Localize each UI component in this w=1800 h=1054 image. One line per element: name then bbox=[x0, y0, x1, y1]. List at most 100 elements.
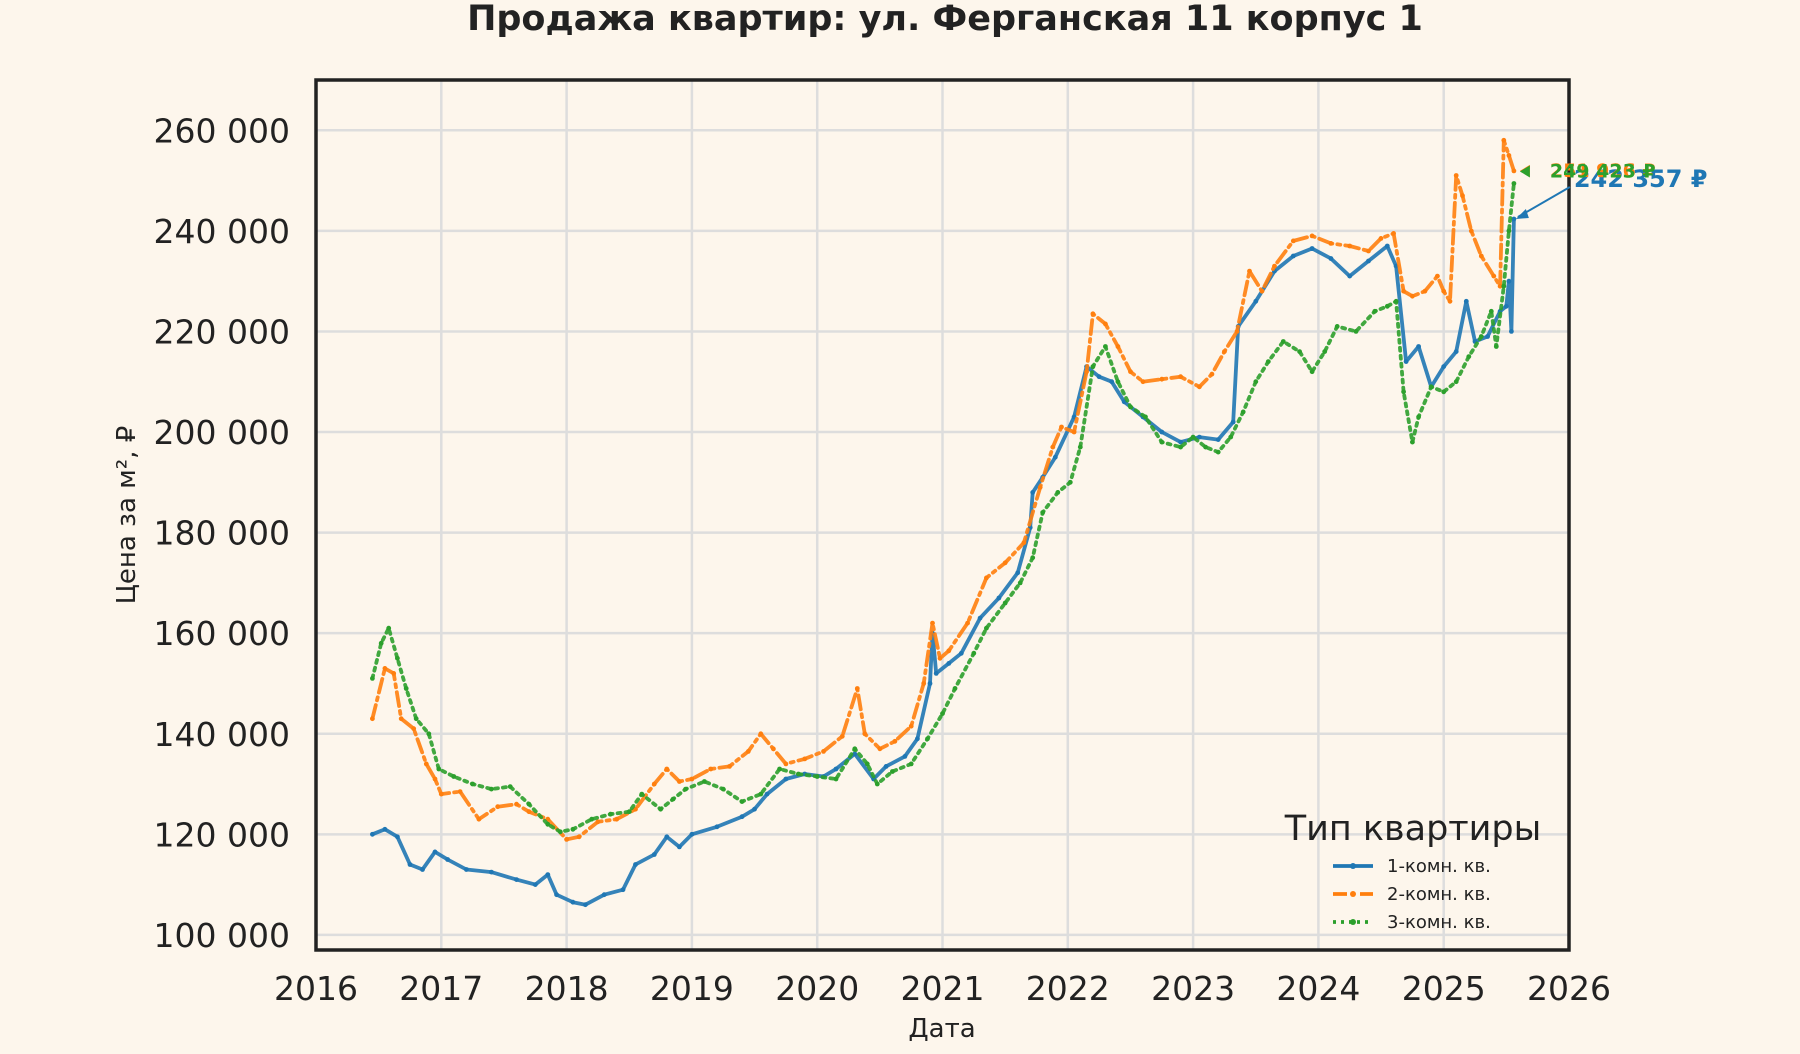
data-point bbox=[1222, 349, 1227, 354]
data-point bbox=[971, 650, 977, 656]
x-tick-label: 2021 bbox=[901, 969, 985, 1008]
data-point bbox=[1103, 344, 1108, 349]
chart-title: Продажа квартир: ул. Ферганская 11 корпу… bbox=[467, 0, 1423, 39]
data-point bbox=[902, 754, 908, 759]
data-point bbox=[1234, 329, 1240, 334]
data-point bbox=[908, 761, 914, 767]
series-group bbox=[370, 137, 1517, 908]
annotation-arrowhead bbox=[1515, 209, 1529, 220]
data-point bbox=[589, 816, 595, 822]
data-point bbox=[526, 801, 532, 807]
data-point bbox=[1511, 216, 1517, 222]
data-point bbox=[852, 751, 858, 757]
y-tick-label: 180 000 bbox=[154, 514, 290, 553]
legend-label: 1-комн. кв. bbox=[1387, 856, 1491, 877]
data-point bbox=[382, 666, 388, 671]
data-point bbox=[1391, 231, 1396, 236]
data-point bbox=[892, 738, 898, 744]
data-point bbox=[545, 821, 551, 827]
data-point bbox=[1040, 510, 1046, 515]
data-point bbox=[708, 766, 714, 772]
data-point bbox=[1030, 490, 1036, 495]
data-point bbox=[946, 648, 952, 654]
data-point bbox=[391, 671, 397, 676]
data-point bbox=[783, 761, 789, 767]
data-point bbox=[1453, 173, 1459, 178]
data-point bbox=[689, 776, 695, 782]
data-point bbox=[1230, 419, 1236, 425]
legend-marker bbox=[1350, 863, 1356, 869]
data-point bbox=[739, 814, 745, 820]
data-point bbox=[783, 776, 789, 782]
data-point bbox=[984, 575, 989, 581]
data-point bbox=[1410, 439, 1415, 445]
data-point bbox=[714, 824, 720, 830]
x-tick-label: 2025 bbox=[1402, 969, 1486, 1008]
data-point bbox=[489, 869, 494, 875]
data-point bbox=[1478, 253, 1484, 259]
x-axis: 2016 2017 2018 2019 2020 2021 2022 2023 2024 2025… bbox=[274, 969, 1611, 1008]
legend: Тип квартиры 1-комн. кв. 2-комн. кв. 3-ком… bbox=[1284, 809, 1542, 933]
data-point bbox=[1280, 339, 1286, 344]
data-point bbox=[927, 681, 933, 686]
data-point bbox=[445, 857, 450, 862]
data-point bbox=[1416, 414, 1421, 420]
data-point bbox=[583, 902, 588, 908]
data-point bbox=[1366, 248, 1371, 254]
data-point bbox=[1203, 444, 1208, 450]
plot-frame bbox=[314, 78, 1571, 952]
data-point bbox=[395, 834, 400, 840]
data-point bbox=[770, 746, 776, 752]
data-point bbox=[1511, 168, 1517, 174]
data-point bbox=[683, 786, 688, 792]
data-point bbox=[554, 892, 559, 898]
y-tick-label: 220 000 bbox=[154, 312, 290, 351]
data-point bbox=[507, 784, 513, 789]
data-point bbox=[1228, 434, 1234, 440]
data-point bbox=[1067, 479, 1073, 485]
data-point bbox=[1453, 379, 1459, 385]
data-point bbox=[1002, 600, 1008, 606]
data-point bbox=[977, 615, 983, 621]
data-point bbox=[1253, 298, 1259, 304]
x-tick-label: 2022 bbox=[1026, 969, 1110, 1008]
data-point bbox=[601, 892, 607, 898]
data-point bbox=[862, 731, 868, 737]
data-point bbox=[1372, 308, 1378, 314]
data-point bbox=[702, 779, 707, 784]
data-point bbox=[436, 766, 442, 772]
data-point bbox=[915, 736, 920, 742]
data-point bbox=[1447, 298, 1453, 304]
data-point bbox=[1290, 238, 1296, 244]
data-point bbox=[1334, 324, 1340, 329]
data-point bbox=[1272, 263, 1277, 269]
data-point bbox=[370, 716, 375, 722]
x-tick-label: 2018 bbox=[525, 969, 609, 1008]
data-point bbox=[1071, 429, 1077, 435]
data-point bbox=[651, 781, 657, 787]
data-point bbox=[1493, 344, 1499, 349]
end-value-label: 251 926 ₽ bbox=[1550, 160, 1656, 182]
data-point bbox=[1247, 268, 1252, 274]
data-point bbox=[874, 781, 880, 787]
data-point bbox=[1030, 555, 1036, 561]
data-point bbox=[1463, 298, 1469, 304]
data-point bbox=[670, 796, 676, 802]
data-point bbox=[1115, 379, 1121, 385]
data-point bbox=[745, 749, 751, 754]
data-point bbox=[1017, 580, 1023, 586]
data-point bbox=[1366, 258, 1371, 264]
data-point bbox=[952, 686, 958, 691]
data-point bbox=[925, 736, 930, 742]
data-point bbox=[1460, 193, 1465, 199]
data-point bbox=[1259, 288, 1265, 294]
data-point bbox=[908, 723, 914, 729]
data-point bbox=[1090, 364, 1096, 369]
data-point bbox=[1509, 329, 1514, 334]
data-point bbox=[564, 837, 569, 842]
data-point bbox=[1410, 293, 1415, 299]
data-point bbox=[1506, 278, 1512, 284]
data-point bbox=[1290, 253, 1296, 259]
data-point bbox=[1178, 374, 1183, 380]
